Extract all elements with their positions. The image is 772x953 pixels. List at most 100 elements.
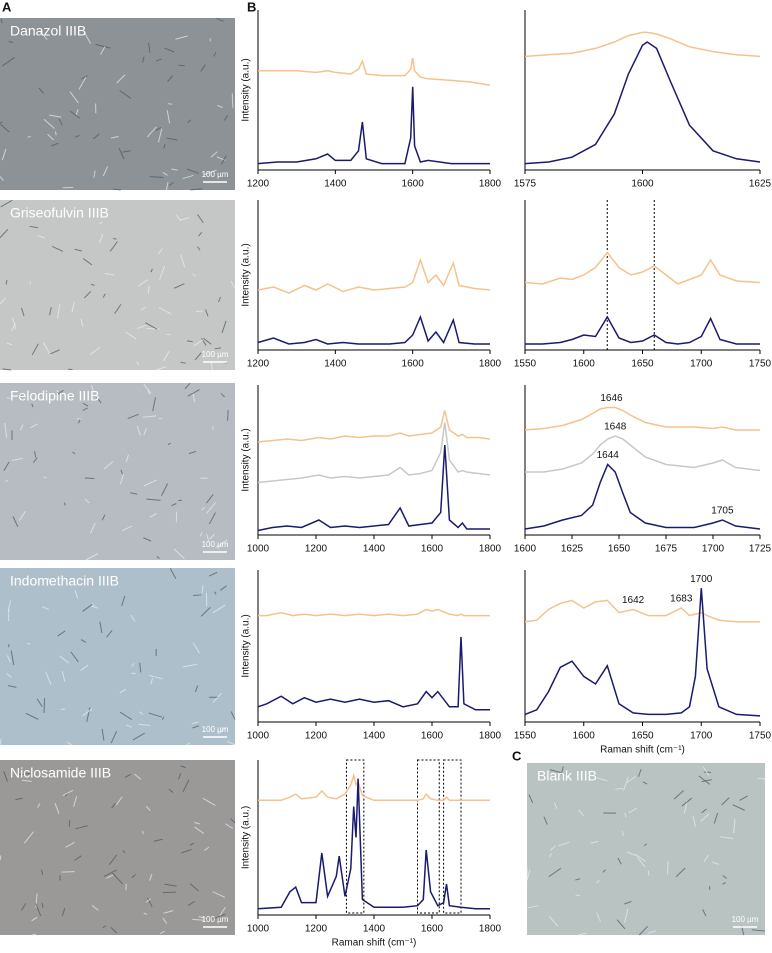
crystal xyxy=(137,324,147,329)
crystal xyxy=(647,930,656,934)
x-tick-label: 1200 xyxy=(247,179,270,190)
crystal xyxy=(194,685,199,693)
x-tick-label: 1200 xyxy=(305,924,328,935)
crystal xyxy=(90,283,95,286)
x-tick-label: 1750 xyxy=(749,359,772,370)
crystal xyxy=(201,338,207,346)
x-tick-label: 1600 xyxy=(402,359,425,370)
crystal xyxy=(131,874,136,879)
crystal xyxy=(168,788,174,793)
crystal xyxy=(102,166,109,177)
crystal xyxy=(65,841,75,848)
spectrum xyxy=(524,41,761,165)
crystal xyxy=(621,830,624,836)
crystal xyxy=(210,151,218,158)
crystal xyxy=(171,503,177,507)
crystal xyxy=(103,460,114,470)
crystal xyxy=(101,514,106,521)
crystal xyxy=(191,721,199,725)
crystal xyxy=(99,621,103,634)
crystal xyxy=(156,556,160,559)
peak-label: 1644 xyxy=(597,450,620,461)
crystal xyxy=(69,91,79,104)
crystal xyxy=(78,76,87,90)
crystal xyxy=(163,351,170,362)
crystal xyxy=(82,258,93,266)
crystal xyxy=(82,402,89,407)
crystal xyxy=(626,851,636,856)
highlight-box xyxy=(417,759,440,914)
crystal xyxy=(147,389,150,395)
crystal xyxy=(89,522,96,534)
crystal xyxy=(38,87,44,94)
crystal xyxy=(212,692,222,703)
image-label: Indomethacin IIIB xyxy=(10,573,119,589)
peak-label: 1646 xyxy=(600,393,623,404)
crystal xyxy=(74,589,79,599)
crystal xyxy=(83,291,92,299)
crystal xyxy=(199,531,203,537)
crystal xyxy=(6,342,13,346)
crystal xyxy=(628,807,638,814)
crystal xyxy=(150,268,153,273)
crystal xyxy=(93,170,96,178)
crystal xyxy=(187,119,192,124)
micrograph xyxy=(0,383,235,560)
peak-label: 1700 xyxy=(690,574,713,585)
crystal xyxy=(80,318,84,327)
crystal xyxy=(95,43,111,49)
image-label: Blank IIIB xyxy=(537,768,597,784)
crystal xyxy=(149,176,164,179)
crystal xyxy=(203,846,210,851)
crystal xyxy=(616,919,626,930)
crystal xyxy=(198,916,206,919)
crystal xyxy=(647,870,650,876)
crystal xyxy=(27,135,31,138)
crystal xyxy=(702,766,709,776)
crystal xyxy=(549,769,561,774)
crystal xyxy=(5,279,8,285)
x-tick-label: 1725 xyxy=(749,544,772,555)
crystal xyxy=(15,797,23,801)
crystal xyxy=(145,322,158,330)
crystal xyxy=(134,773,142,780)
crystal xyxy=(167,75,174,83)
crystal xyxy=(50,142,59,147)
crystal xyxy=(186,340,193,343)
crystal xyxy=(42,342,52,356)
scale-label: 100 µm xyxy=(732,915,759,924)
crystal xyxy=(109,241,118,252)
crystal xyxy=(115,796,123,806)
crystal xyxy=(86,707,91,722)
crystal xyxy=(37,803,41,808)
crystal xyxy=(205,309,209,317)
crystal xyxy=(99,233,104,244)
micrograph xyxy=(527,763,765,935)
crystal xyxy=(145,805,151,811)
crystal xyxy=(137,279,149,287)
crystal xyxy=(167,442,171,446)
crystal xyxy=(119,90,132,99)
crystal xyxy=(122,150,132,153)
crystal xyxy=(157,248,163,255)
crystal xyxy=(192,273,196,277)
crystal xyxy=(54,803,60,814)
crystal xyxy=(213,52,217,57)
crystal xyxy=(90,385,95,393)
crystal xyxy=(221,320,227,334)
crystal xyxy=(3,770,8,782)
crystal xyxy=(146,498,161,501)
crystal xyxy=(41,902,44,908)
crystal xyxy=(1,148,7,161)
x-tick-label: 1675 xyxy=(655,544,678,555)
crystal xyxy=(41,606,49,610)
crystal xyxy=(553,802,558,809)
crystal xyxy=(33,457,38,463)
x-tick-label: 1400 xyxy=(324,179,347,190)
crystal xyxy=(100,46,106,55)
crystal xyxy=(34,451,37,458)
crystal xyxy=(751,929,766,932)
crystal xyxy=(21,779,32,782)
crystal xyxy=(11,457,23,462)
crystal xyxy=(3,461,10,472)
